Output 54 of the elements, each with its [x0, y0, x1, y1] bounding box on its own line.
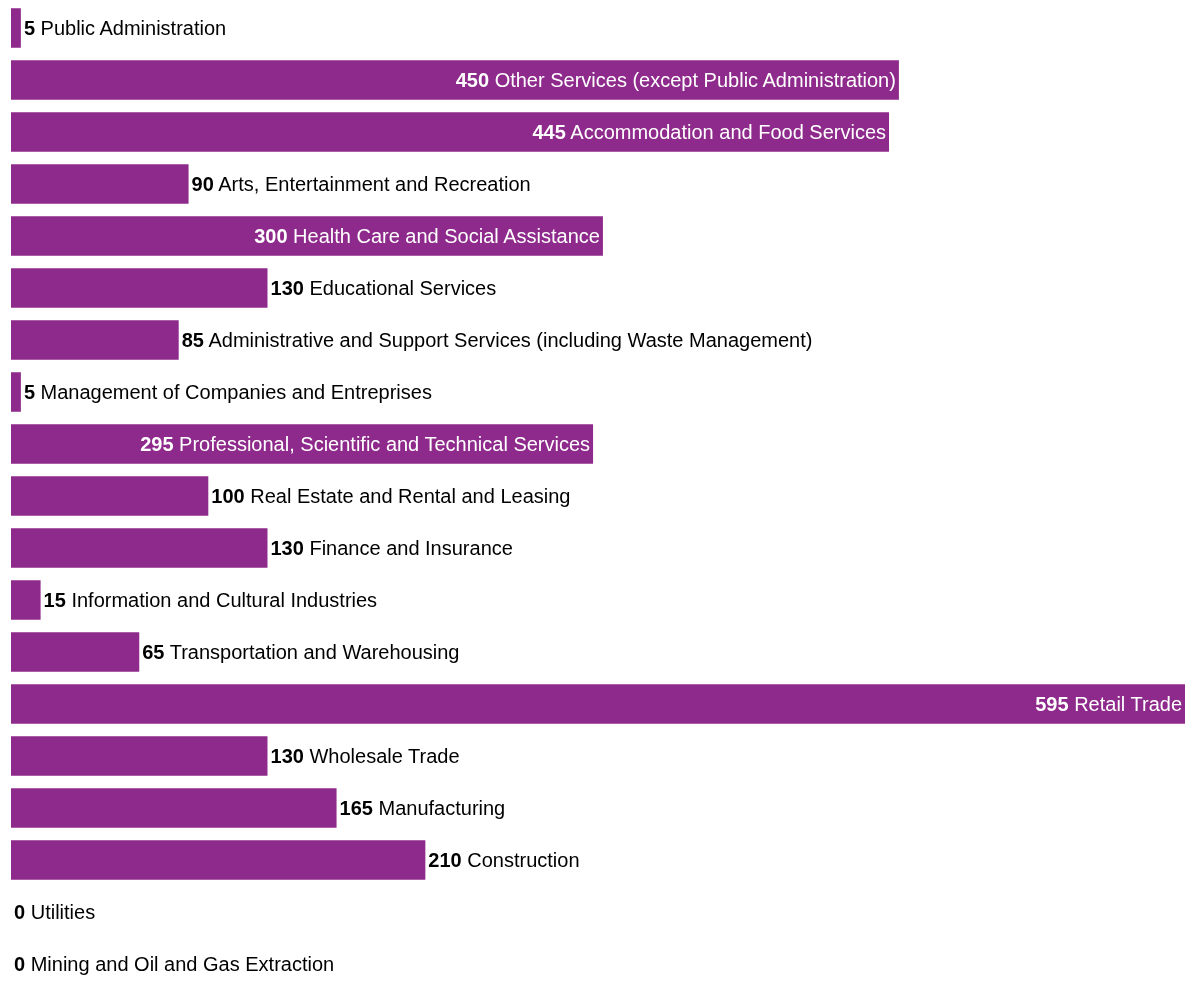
data-label: 5 [23, 381, 35, 403]
data-label: 130 [270, 745, 304, 767]
data-label: 595 [1035, 693, 1069, 715]
y-tick-label: Administrative and Support Services (including Waste Management) [208, 329, 813, 351]
y-tick-label: Construction [467, 849, 580, 871]
y-tick-label: Real Estate and Rental and Leasing [250, 485, 571, 507]
y-tick-label: Public Administration [40, 17, 227, 39]
bar [11, 164, 189, 204]
bar [11, 476, 209, 516]
y-tick-label: Transportation and Warehousing [169, 641, 460, 663]
data-label: 85 [181, 329, 204, 351]
data-label: 130 [270, 277, 304, 299]
data-label: 90 [191, 173, 214, 195]
bar [11, 60, 899, 100]
y-tick-label: Educational Services [309, 277, 497, 299]
y-tick-label: Utilities [30, 901, 96, 923]
bar [11, 840, 426, 880]
data-label: 295 [140, 433, 174, 455]
bar [11, 372, 21, 412]
y-tick-label: Wholesale Trade [309, 745, 460, 767]
data-label: 100 [211, 485, 245, 507]
bar [11, 528, 268, 568]
y-tick-label: Finance and Insurance [309, 537, 513, 559]
bar [11, 112, 890, 152]
bar [11, 736, 268, 776]
y-tick-label: Mining and Oil and Gas Extraction [30, 953, 335, 975]
bar [11, 580, 41, 620]
data-label: 0 [14, 901, 26, 923]
bar [11, 216, 603, 256]
bar [11, 320, 179, 360]
y-tick-label: Retail Trade [1074, 693, 1182, 715]
y-tick-label: Arts, Entertainment and Recreation [218, 173, 531, 195]
bar [11, 684, 1185, 724]
data-label: 130 [270, 537, 304, 559]
data-label: 300 [254, 225, 288, 247]
data-label: 450 [455, 69, 490, 91]
data-label: 165 [339, 797, 373, 819]
y-tick-label: Other Services (except Public Administration) [494, 69, 896, 91]
bar [11, 788, 337, 828]
data-label: 5 [23, 17, 35, 39]
y-tick-label: Information and Cultural Industries [71, 589, 378, 611]
y-tick-label: Health Care and Social Assistance [293, 225, 600, 247]
bar [11, 268, 268, 308]
data-label: 15 [43, 589, 66, 611]
y-tick-label: Professional, Scientific and Technical Services [179, 433, 591, 455]
y-tick-label: Management of Companies and Entreprises [40, 381, 432, 403]
data-label: 0 [14, 953, 26, 975]
y-tick-label: Accommodation and Food Services [570, 121, 887, 143]
data-label: 210 [428, 849, 462, 871]
bar [11, 8, 21, 48]
data-label: 65 [142, 641, 165, 663]
data-label: 445 [532, 121, 566, 143]
y-tick-label: Manufacturing [378, 797, 506, 819]
bar [11, 632, 140, 672]
